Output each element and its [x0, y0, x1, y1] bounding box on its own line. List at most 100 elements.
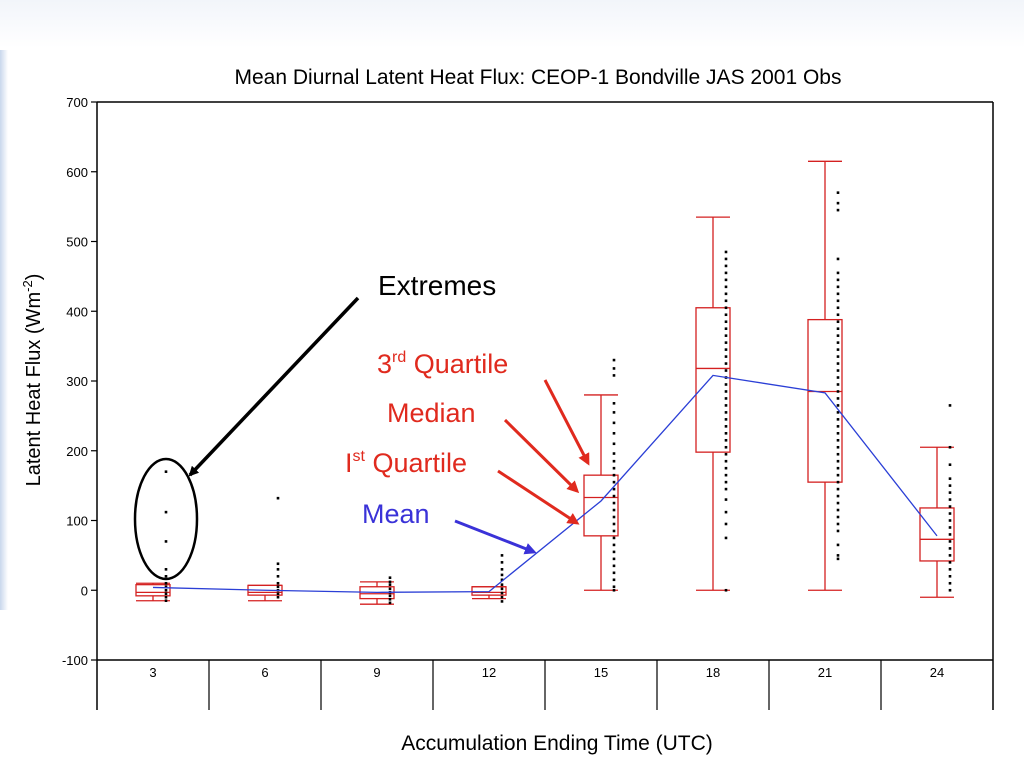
observation-point	[724, 480, 728, 484]
observation-point	[276, 575, 280, 578]
observation-point	[612, 494, 616, 498]
observation-point	[612, 459, 616, 463]
observation-point	[612, 452, 616, 455]
observation-point	[724, 362, 728, 365]
observation-point	[836, 425, 840, 428]
observation-point	[612, 550, 616, 554]
observation-point	[724, 445, 728, 449]
observation-point	[724, 355, 728, 358]
iqr-box	[583, 474, 619, 537]
observation-point	[612, 442, 616, 446]
observation-point	[164, 575, 168, 578]
observation-point	[276, 592, 280, 596]
third-quartile-label-main: 3	[377, 349, 392, 379]
first-quartile-label-main: I	[345, 448, 353, 478]
observation-point	[612, 522, 616, 526]
observation-point	[724, 390, 728, 393]
observation-point	[836, 355, 840, 358]
observation-point	[612, 588, 616, 592]
observation-point	[724, 250, 728, 254]
observation-point	[724, 466, 728, 470]
observation-point	[612, 466, 616, 470]
median-arrow	[503, 418, 580, 494]
observation-point	[724, 306, 728, 310]
box-24	[919, 446, 955, 598]
observation-point	[836, 501, 840, 505]
observation-point	[500, 595, 504, 599]
observation-point	[724, 522, 728, 526]
observation-point	[836, 278, 840, 282]
x-tick-label: 15	[594, 665, 608, 680]
observation-point	[612, 508, 616, 512]
observation-point	[724, 348, 728, 351]
y-axis-label-main: Latent Heat Flux (Wm	[23, 292, 45, 487]
y-tick-label: 200	[66, 444, 88, 459]
observation-point	[276, 496, 280, 500]
observation-point	[836, 466, 840, 470]
y-tick-label: 500	[66, 235, 88, 250]
observation-point	[836, 208, 840, 212]
observation-point	[612, 543, 616, 547]
observation-point	[836, 334, 840, 337]
observation-point	[276, 585, 280, 589]
observation-point	[612, 411, 616, 414]
x-axis-label: Accumulation Ending Time (UTC)	[401, 732, 713, 755]
observation-point	[388, 594, 392, 598]
observation-point	[836, 306, 840, 310]
mean-arrow	[454, 519, 537, 555]
observation-point	[724, 369, 728, 372]
header-strip	[0, 0, 1024, 48]
observation-point	[164, 470, 168, 473]
observation-point	[724, 383, 728, 386]
observation-point	[164, 510, 168, 514]
observation-point	[164, 568, 168, 571]
y-tick-label: 400	[66, 304, 88, 319]
extremes-label: Extremes	[378, 270, 496, 301]
observation-point	[724, 411, 728, 414]
observation-point	[500, 591, 504, 595]
observation-point	[612, 557, 616, 561]
median-label: Median	[387, 398, 476, 428]
observation-point	[836, 397, 840, 400]
observation-point	[836, 438, 840, 442]
observation-point	[724, 285, 728, 289]
iqr-box	[135, 584, 171, 597]
third-quartile-arrow	[543, 379, 590, 466]
observation-point	[612, 536, 616, 540]
observation-point	[724, 292, 728, 296]
observation-point	[836, 473, 840, 477]
observation-point	[164, 599, 168, 603]
observation-point	[724, 327, 728, 330]
observation-point	[164, 592, 168, 596]
observation-point	[724, 278, 728, 282]
observation-point	[388, 583, 392, 586]
observation-point	[164, 588, 168, 592]
observation-point	[164, 540, 168, 543]
x-tick-label: 6	[261, 665, 268, 680]
axes: -100 0 100 200 300 400 500 600 700 3 6 9 12 15 18 21 24	[62, 95, 994, 710]
extremes-arrow	[188, 296, 360, 477]
observation-point	[836, 529, 840, 533]
iqr-box	[471, 586, 507, 596]
observation-point	[500, 587, 504, 591]
observation-point	[948, 505, 952, 508]
observation-point	[612, 515, 616, 519]
first-quartile-label: Ist Quartile	[345, 448, 467, 478]
observation-point	[388, 580, 392, 584]
observation-point	[500, 568, 504, 571]
observation-point	[164, 595, 168, 599]
y-tick-label: 100	[66, 514, 88, 529]
observation-point	[948, 498, 952, 501]
observation-point	[724, 257, 728, 261]
chart-title: Mean Diurnal Latent Heat Flux: CEOP-1 Bo…	[235, 66, 842, 89]
x-tick-label: 3	[149, 665, 156, 680]
annotations: Extremes 3rd Quartile Median Ist Quartil…	[133, 270, 590, 581]
first-quartile-label-sup: st	[353, 448, 366, 465]
observation-point	[724, 264, 728, 268]
observation-point	[836, 327, 840, 330]
observation-point	[164, 585, 168, 589]
observation-point	[836, 362, 840, 365]
observation-point	[724, 588, 728, 592]
observation-point	[724, 299, 728, 303]
observation-point	[612, 501, 616, 505]
